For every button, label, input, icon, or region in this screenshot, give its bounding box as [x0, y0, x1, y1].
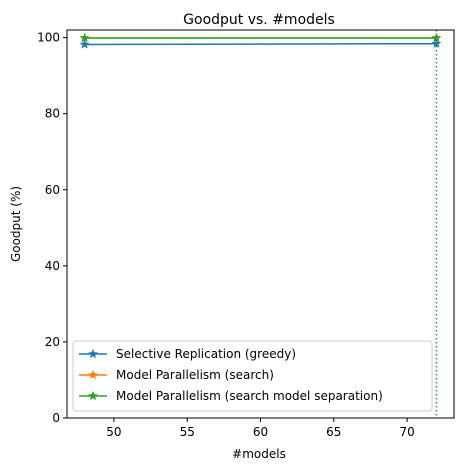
legend-box	[72, 340, 433, 412]
legend-label: Selective Replication (greedy)	[116, 347, 296, 361]
x-tick-label: 65	[326, 425, 341, 439]
y-tick-label: 100	[37, 31, 60, 45]
legend-swatch-marker	[87, 348, 99, 359]
y-tick-label: 20	[45, 335, 60, 349]
plot-area	[79, 30, 442, 418]
series-line-1	[84, 42, 437, 46]
legend: Selective Replication (greedy) Model Para…	[72, 340, 433, 412]
y-axis: 0 20 40 60 80 100	[37, 31, 67, 425]
series-3-point	[79, 32, 90, 43]
legend-swatch-marker	[87, 390, 99, 401]
legend-entry-1: Selective Replication (greedy)	[79, 347, 296, 361]
chart-title: Goodput vs. #models	[183, 12, 335, 28]
x-tick-label: 60	[253, 425, 268, 439]
series-3-point	[431, 32, 442, 43]
y-tick-label: 60	[45, 183, 60, 197]
y-axis-label: Goodput (%)	[9, 186, 23, 262]
legend-label: Model Parallelism (search model separati…	[116, 389, 383, 403]
x-axis: 50 55 60 65 70	[106, 418, 415, 439]
x-tick-label: 55	[180, 425, 195, 439]
legend-swatch-marker	[87, 369, 99, 380]
y-tick-label: 40	[45, 259, 60, 273]
x-axis-label: #models	[232, 447, 286, 461]
legend-entry-2: Model Parallelism (search)	[79, 368, 274, 382]
legend-entry-3: Model Parallelism (search model separati…	[79, 389, 383, 403]
x-tick-label: 70	[399, 425, 414, 439]
series-1-point	[79, 39, 90, 49]
legend-label: Model Parallelism (search)	[116, 368, 274, 382]
y-tick-label: 0	[52, 411, 60, 425]
x-tick-label: 50	[106, 425, 121, 439]
y-tick-label: 80	[45, 107, 60, 121]
